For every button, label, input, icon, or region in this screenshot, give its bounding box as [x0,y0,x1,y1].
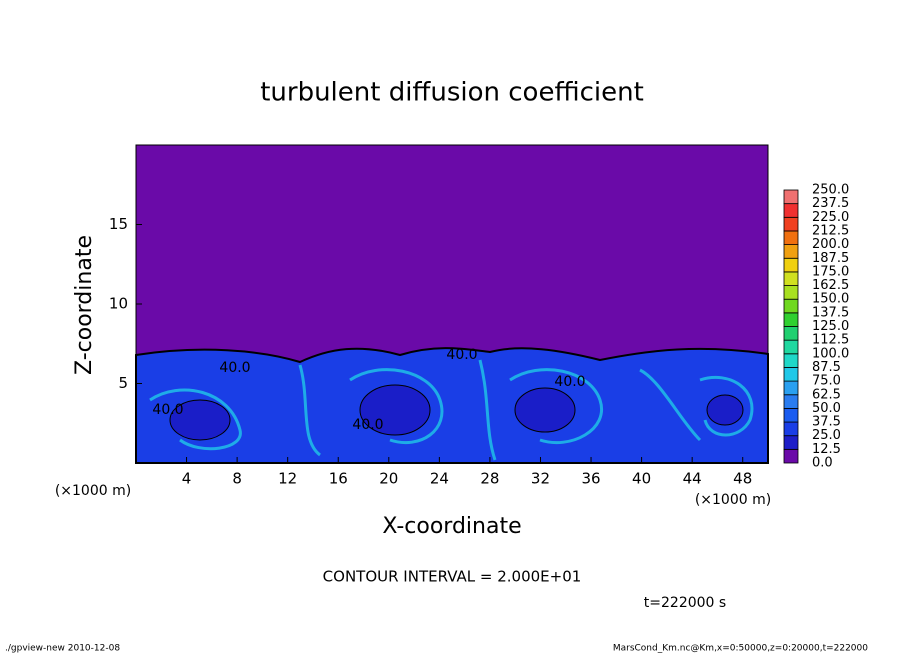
colorbar-label: 75.0 [812,374,841,389]
field [135,145,769,464]
colorbar-label: 225.0 [812,210,849,225]
colorbar-label: 200.0 [812,237,849,252]
colorbar-cell [783,285,799,300]
colorbar-label: 50.0 [812,401,841,416]
colorbar-cell [783,271,799,286]
colorbar-label: 250.0 [812,183,849,198]
colorbar-label: 0.0 [812,456,833,471]
footer-right: MarsCond_Km.nc@Km,x=0:50000,z=0:20000,t=… [613,644,868,654]
colorbar-label: 237.5 [812,196,849,211]
colorbar-cell [783,367,799,382]
x-tick-label: 44 [683,470,702,488]
colorbar-cell [783,407,799,423]
field-swirls [149,359,754,461]
x-tick-label: 48 [733,470,752,488]
x-tick-label: 12 [278,470,297,488]
y-tick-label: 10 [109,295,128,313]
x-tick-label: 20 [379,470,398,488]
colorbar-cell [783,353,799,368]
colorbar-label: 162.5 [812,278,849,293]
contour-label: 40.0 [152,402,183,418]
contour-label: 40.0 [219,360,250,376]
colorbar-label: 175.0 [812,264,849,279]
colorbar-cell [783,244,799,259]
x-tick-label: 40 [632,470,651,488]
x-unit-left: (×1000 m) [55,483,131,499]
colorbar-label: 100.0 [812,346,849,361]
x-tick-label: 28 [480,470,499,488]
colorbar-cell [783,189,799,205]
field-cores [169,384,744,441]
y-tick-label: 15 [109,215,128,233]
colorbar-cell [783,421,799,437]
colorbar-cell [783,230,799,245]
field-region [135,347,769,464]
colorbar-label: 25.0 [812,428,841,443]
colorbar-label: 112.5 [812,333,849,348]
colorbar-cell [783,326,799,341]
contour-label: 40.0 [554,374,585,390]
x-tick-label: 24 [430,470,449,488]
colorbar-cell [783,257,799,273]
colorbar-cell [783,298,799,314]
colorbar-cell [783,448,799,464]
chart-title: turbulent diffusion coefficient [260,78,644,108]
colorbar-cell [783,339,799,355]
time-label: t=222000 s [644,595,726,611]
colorbar-label: 125.0 [812,319,849,334]
colorbar-label: 62.5 [812,387,841,402]
x-unit: (×1000 m) [695,492,771,508]
y-tick-label: 5 [118,374,128,392]
x-axis-label: X-coordinate [382,514,521,539]
colorbar-label: 137.5 [812,305,849,320]
colorbar-cell [783,203,799,218]
x-tick-label: 16 [329,470,348,488]
colorbar-label: 187.5 [812,251,849,266]
x-tick-label: 4 [182,470,192,488]
colorbar-cell [783,394,799,409]
footer-left: ./gpview-new 2010-12-08 [5,644,120,654]
x-tick-label: 32 [531,470,550,488]
y-axis-label: Z-coordinate [72,235,97,375]
colorbar-cell [783,216,799,232]
contour-label: 40.0 [352,417,383,433]
contour-interval: CONTOUR INTERVAL = 2.000E+01 [323,568,582,586]
colorbar-label: 87.5 [812,360,841,375]
colorbar-cell [783,380,799,396]
colorbar-label: 150.0 [812,292,849,307]
contour-label: 40.0 [446,347,477,363]
x-tick-label: 8 [232,470,242,488]
colorbar-label: 12.5 [812,442,841,457]
x-tick-label: 36 [581,470,600,488]
colorbar-label: 212.5 [812,223,849,238]
colorbar-cell [783,435,799,450]
colorbar-cell [783,312,799,327]
colorbar-label: 37.5 [812,415,841,430]
